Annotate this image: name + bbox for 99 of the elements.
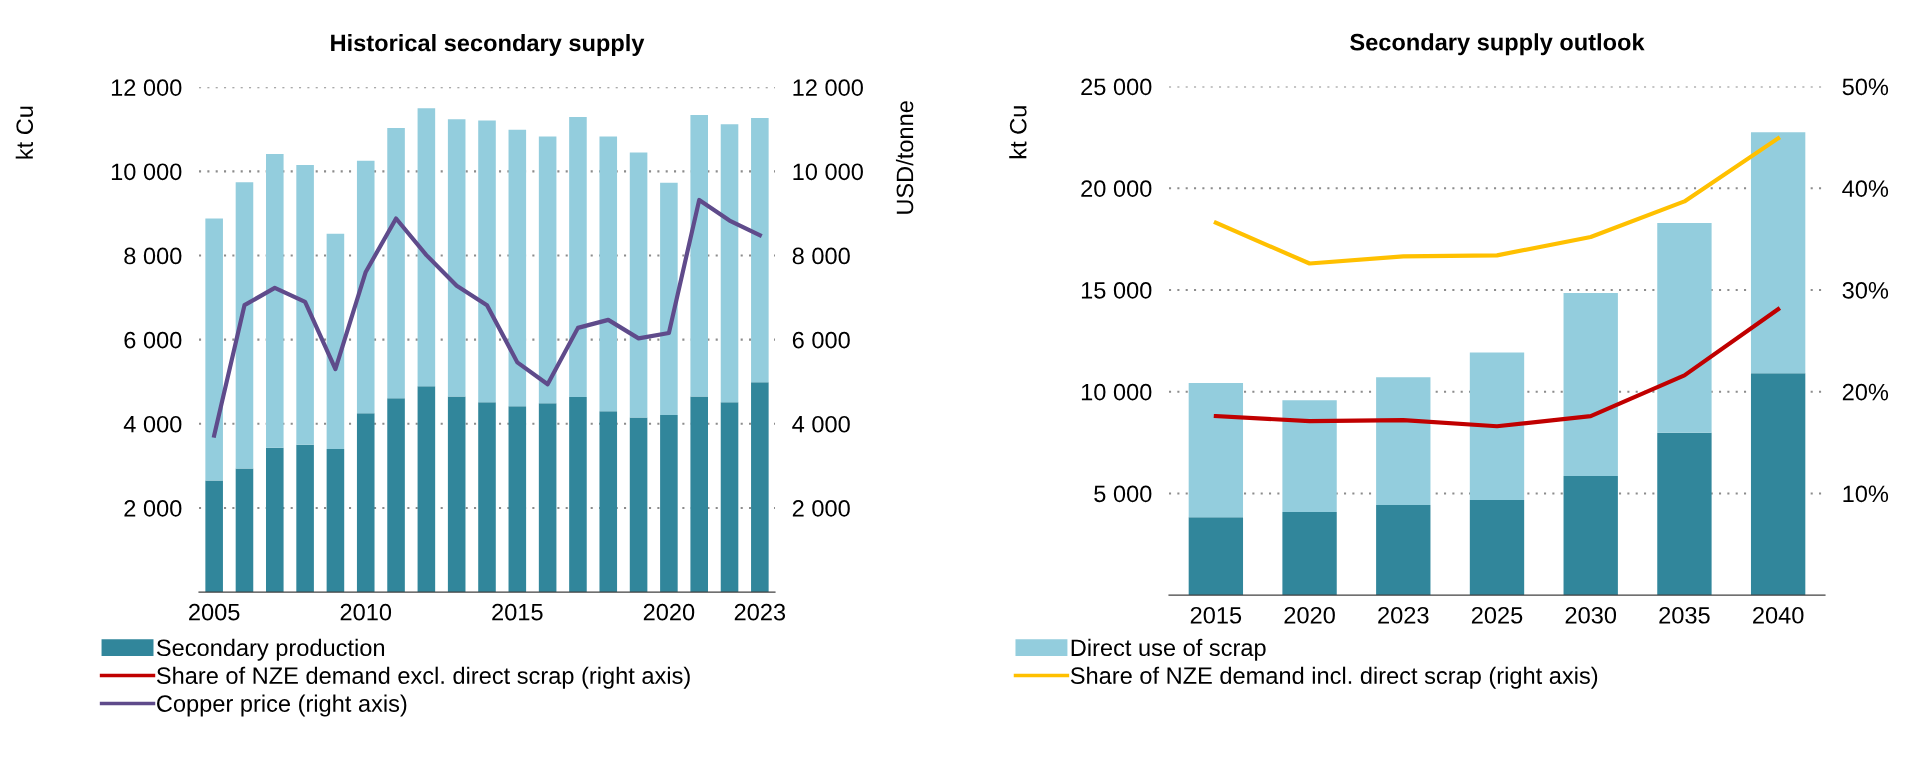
line-series	[1213, 307, 1781, 429]
bar	[720, 124, 739, 403]
bar	[235, 468, 254, 593]
bar	[235, 182, 254, 469]
bar	[1469, 499, 1525, 596]
bar	[508, 406, 527, 593]
y-tick-label: 4 000	[123, 415, 182, 433]
bar	[508, 129, 527, 407]
bar	[417, 108, 436, 387]
bar	[690, 114, 708, 397]
bar	[1282, 400, 1337, 512]
bar	[1657, 222, 1712, 433]
bar	[690, 396, 708, 593]
y-tick-label: 10 000	[111, 163, 182, 181]
legend-label: Share of NZE demand incl. direct scrap (right axis)	[1070, 666, 1598, 689]
bar	[1657, 432, 1712, 596]
chart-title: Secondary supply outlook	[1350, 33, 1645, 56]
y2-tick-label: 10 000	[793, 163, 863, 181]
x-tick-label: 2005	[189, 603, 240, 621]
line-series	[212, 197, 762, 438]
bar	[387, 128, 405, 399]
y2-tick-label: 20%	[1842, 383, 1889, 401]
y-tick-label: 15 000	[1081, 282, 1152, 299]
x-tick-label: 2035	[1659, 606, 1710, 624]
line-series	[1213, 136, 1781, 266]
bar	[326, 449, 345, 593]
bar	[1750, 132, 1806, 374]
bar	[1469, 352, 1525, 500]
legend-label: Copper price (right axis)	[157, 694, 407, 717]
x-tick-label: 2023	[1378, 606, 1429, 624]
bar	[751, 382, 769, 593]
y-axis-title: kt Cu	[15, 106, 34, 159]
bar	[1282, 511, 1337, 596]
x-tick-label: 2020	[643, 603, 695, 621]
legend-label: Direct use of scrap	[1071, 638, 1266, 661]
x-tick-label: 2015	[492, 603, 543, 621]
y2-tick-label: 30%	[1842, 282, 1889, 299]
bar	[538, 403, 557, 593]
y2-tick-label: 8 000	[792, 247, 850, 265]
bar	[569, 396, 587, 593]
bar	[1188, 382, 1244, 518]
y2-tick-label: 2 000	[792, 500, 850, 517]
x-tick-label: 2030	[1565, 606, 1617, 624]
chart-title: Historical secondary supply	[331, 33, 645, 56]
bar	[387, 398, 405, 593]
bar	[266, 154, 284, 448]
y-tick-label: 5 000	[1094, 485, 1152, 503]
bar	[1750, 373, 1806, 596]
y-tick-label: 8 000	[124, 247, 182, 265]
bar	[478, 120, 496, 403]
x-tick-label: 2023	[734, 603, 786, 621]
y2-tick-label: 6 000	[792, 331, 850, 349]
bar	[660, 414, 678, 593]
y2-tick-label: 40%	[1842, 180, 1889, 197]
bar	[478, 402, 496, 593]
bar	[1188, 517, 1244, 596]
y2-axis-title: USD/tonne	[895, 101, 914, 214]
x-tick-label: 2025	[1471, 606, 1523, 624]
y-tick-label: 12 000	[111, 79, 182, 96]
bar	[1563, 292, 1618, 476]
bar	[569, 117, 587, 397]
bar	[751, 117, 769, 383]
legend-label: Share of NZE demand excl. direct scrap (right axis)	[156, 666, 690, 689]
bar	[720, 402, 739, 593]
bar	[1376, 505, 1431, 596]
bar	[356, 413, 375, 593]
bar	[629, 152, 648, 418]
x-tick-label: 2015	[1190, 606, 1242, 624]
y-tick-label: 6 000	[124, 331, 182, 349]
y-tick-label: 25 000	[1081, 78, 1152, 96]
bar	[660, 182, 678, 415]
bar	[296, 444, 314, 593]
bar	[326, 233, 345, 450]
bar	[356, 160, 375, 414]
bar	[1563, 475, 1618, 596]
bar	[599, 411, 618, 593]
bar	[205, 218, 223, 481]
bar	[629, 417, 648, 593]
x-tick-label: 2040	[1753, 606, 1804, 624]
bar	[1376, 377, 1431, 506]
y2-tick-label: 10%	[1843, 485, 1889, 503]
y-tick-label: 2 000	[124, 500, 182, 517]
y-tick-label: 20 000	[1081, 180, 1152, 197]
bar	[266, 447, 284, 593]
x-tick-label: 2010	[340, 603, 392, 621]
bar	[599, 136, 618, 412]
bar	[205, 480, 223, 593]
y-tick-label: 10 000	[1081, 383, 1152, 401]
y-axis-title: kt Cu	[1009, 106, 1027, 159]
y2-tick-label: 12 000	[793, 79, 863, 96]
x-tick-label: 2020	[1284, 606, 1335, 624]
bar	[296, 165, 314, 445]
bar	[538, 136, 557, 404]
y2-tick-label: 50%	[1842, 78, 1889, 96]
y2-tick-label: 4 000	[792, 415, 850, 433]
bar	[417, 386, 436, 593]
bar	[447, 396, 466, 593]
legend-label: Secondary production	[156, 638, 385, 661]
bar	[447, 119, 466, 397]
